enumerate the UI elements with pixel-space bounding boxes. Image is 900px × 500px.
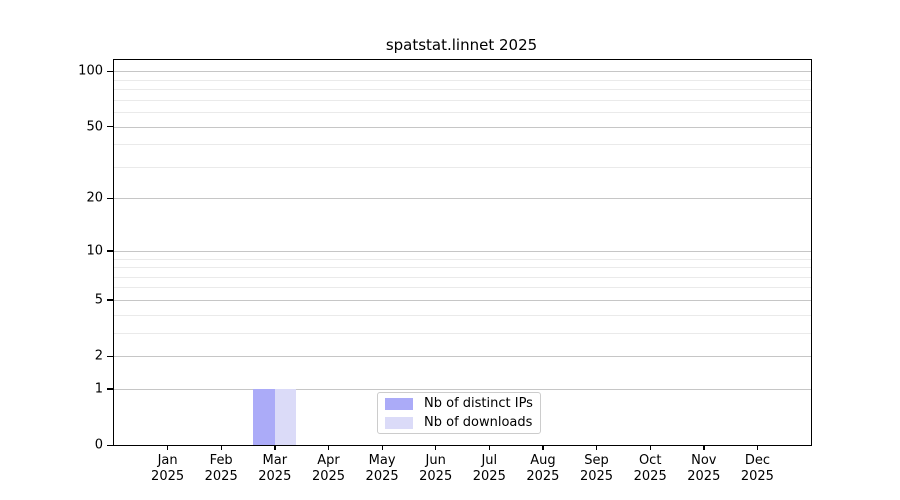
y-tick-label-1: 1 <box>94 381 103 397</box>
x-tick-feb <box>220 445 222 450</box>
gridlines-layer <box>114 60 811 445</box>
gridline-minor-4 <box>114 314 811 316</box>
legend-label-distinct-ips: Nb of distinct IPs <box>424 395 533 411</box>
bars-layer <box>114 60 811 445</box>
y-tick-50 <box>107 126 113 128</box>
x-tick-aug <box>542 445 544 450</box>
x-tick-label-nov: Nov 2025 <box>687 453 721 484</box>
legend-swatch-downloads <box>385 416 413 429</box>
gridline-minor-80 <box>114 89 811 91</box>
gridline-minor-70 <box>114 99 811 101</box>
gridline-minor-60 <box>114 112 811 114</box>
y-tick-5 <box>107 299 113 301</box>
x-tick-jun <box>435 445 437 450</box>
x-tick-label-mar: Mar 2025 <box>258 453 292 484</box>
y-tick-label-20: 20 <box>86 190 103 206</box>
y-tick-10 <box>107 250 113 252</box>
x-tick-label-jan: Jan 2025 <box>151 453 185 484</box>
legend-item-downloads: Nb of downloads <box>385 415 533 431</box>
gridline-minor-8 <box>114 267 811 268</box>
y-tick-label-50: 50 <box>86 119 103 135</box>
gridline-50 <box>114 126 811 128</box>
gridline-20 <box>114 198 811 200</box>
x-tick-label-dec: Dec 2025 <box>740 453 774 484</box>
legend-item-distinct-ips: Nb of distinct IPs <box>385 396 533 412</box>
gridline-minor-6 <box>114 287 811 289</box>
x-tick-label-sep: Sep 2025 <box>579 453 614 484</box>
y-tick-label-0: 0 <box>94 437 103 453</box>
chart-title: spatstat.linnet 2025 <box>385 36 538 54</box>
legend: Nb of distinct IPs Nb of downloads <box>377 392 541 434</box>
y-tick-100 <box>107 70 113 72</box>
bar-distinct-ips-mar <box>253 388 275 445</box>
x-tick-jul <box>488 445 491 450</box>
x-tick-oct <box>649 445 651 450</box>
y-tick-20 <box>107 197 113 200</box>
x-axis-ticks: Jan 2025 Feb 2025 Mar 2025 Apr 2025 May 2025… <box>114 60 811 484</box>
gridline-2 <box>114 356 811 357</box>
bar-downloads-mar <box>274 388 297 445</box>
gridline-minor-9 <box>114 258 811 260</box>
plot-area: 0 1 2 5 10 20 50 100 Jan 2025 Feb 2025 Mar 2025 Ap… <box>78 59 812 484</box>
gridline-minor-7 <box>114 276 811 278</box>
x-tick-label-jul: Jul 2025 <box>472 453 506 484</box>
x-tick-nov <box>703 445 705 450</box>
x-tick-jan <box>167 445 169 450</box>
x-tick-sep <box>596 445 598 450</box>
x-tick-may <box>381 445 383 450</box>
x-tick-label-apr: Apr 2025 <box>311 453 346 484</box>
y-tick-label-2: 2 <box>94 348 103 364</box>
gridline-5 <box>114 299 811 301</box>
y-axis-ticks: 0 1 2 5 10 20 50 100 <box>78 60 811 453</box>
x-tick-apr <box>328 445 330 450</box>
gridline-1 <box>114 388 811 390</box>
x-tick-dec <box>756 445 759 450</box>
y-tick-label-100: 100 <box>78 63 103 79</box>
y-tick-label-10: 10 <box>86 243 103 259</box>
legend-label-downloads: Nb of downloads <box>424 414 533 430</box>
x-tick-label-oct: Oct 2025 <box>633 453 667 484</box>
y-tick-label-5: 5 <box>94 292 103 308</box>
gridline-10 <box>114 250 811 252</box>
y-tick-2 <box>107 355 113 357</box>
x-tick-label-feb: Feb 2025 <box>204 453 238 484</box>
gridline-minor-30 <box>114 166 811 168</box>
x-tick-mar <box>274 445 276 450</box>
gridline-minor-40 <box>114 144 811 146</box>
y-tick-1 <box>107 388 113 390</box>
y-tick-0 <box>107 444 113 446</box>
gridline-100 <box>114 71 811 73</box>
x-tick-label-jun: Jun 2025 <box>419 453 453 484</box>
gridline-minor-3 <box>114 332 811 334</box>
x-tick-label-may: May 2025 <box>365 453 399 484</box>
gridline-minor-90 <box>114 79 811 81</box>
x-tick-label-aug: Aug 2025 <box>526 453 560 484</box>
legend-swatch-distinct-ips <box>385 397 413 410</box>
